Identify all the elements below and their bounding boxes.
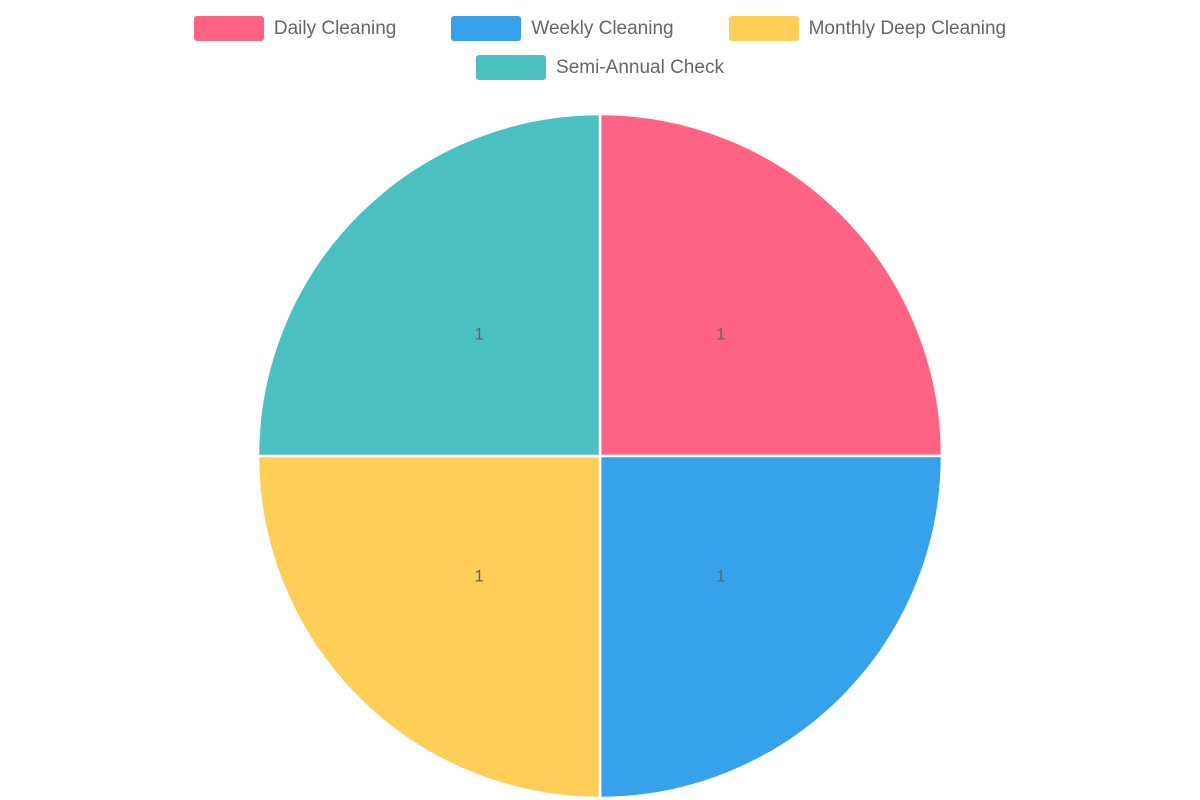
slice-value-label: 1 — [716, 325, 725, 344]
legend-label: Daily Cleaning — [273, 18, 397, 39]
legend-label: Semi-Annual Check — [556, 57, 724, 78]
legend-item-semi-annual-check[interactable]: Semi-Annual Check — [476, 55, 724, 80]
legend-swatch-semi-annual-check — [476, 55, 547, 80]
legend-item-monthly-deep-cleaning[interactable]: Monthly Deep Cleaning — [728, 16, 1007, 41]
slice-value-label: 1 — [474, 325, 483, 344]
pie-slice-daily-cleaning[interactable] — [598, 112, 944, 458]
pie-slice-monthly-deep-cleaning[interactable] — [256, 454, 602, 800]
pie-slice-weekly-cleaning[interactable] — [598, 454, 944, 800]
legend-label: Monthly Deep Cleaning — [808, 18, 1007, 39]
chart-legend: Daily Cleaning Weekly Cleaning Monthly Dee… — [120, 16, 1080, 80]
pie-slice-semi-annual-check[interactable] — [256, 112, 602, 458]
slice-value-label: 1 — [474, 566, 483, 585]
legend-item-daily-cleaning[interactable]: Daily Cleaning — [193, 16, 397, 41]
legend-item-weekly-cleaning[interactable]: Weekly Cleaning — [451, 16, 674, 41]
legend-swatch-monthly-deep-cleaning — [728, 16, 799, 41]
legend-swatch-daily-cleaning — [193, 16, 264, 41]
legend-swatch-weekly-cleaning — [451, 16, 522, 41]
slice-value-label: 1 — [716, 566, 725, 585]
legend-label: Weekly Cleaning — [531, 18, 674, 39]
